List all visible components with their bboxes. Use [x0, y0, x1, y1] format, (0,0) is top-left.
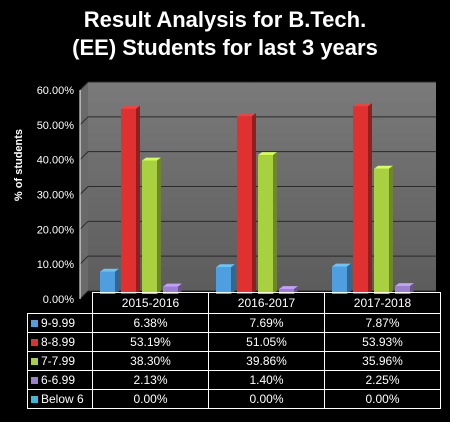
bar — [142, 157, 161, 294]
data-table: 2015-2016 2016-2017 2017-2018 9-9.99 6.38% 7.… — [27, 292, 441, 409]
y-tick-label: 60.00% — [37, 85, 75, 97]
bar — [121, 105, 140, 294]
legend-entry: 7-7.99 — [27, 351, 93, 371]
table-row: 8-8.99 53.19% 51.05% 53.93% — [27, 332, 441, 352]
chart-title: Result Analysis for B.Tech. (EE) Student… — [0, 6, 450, 62]
data-label: 53.93% — [324, 332, 441, 352]
legend-entry: Below 6 — [27, 389, 93, 409]
table-row: Below 6 0.00% 0.00% 0.00% — [27, 389, 441, 409]
legend-key — [31, 396, 38, 404]
bar — [353, 103, 372, 295]
data-label: 2.13% — [92, 370, 209, 390]
bar — [374, 165, 393, 294]
data-label: 39.86% — [208, 351, 325, 371]
gridline — [79, 81, 436, 91]
bar — [100, 268, 119, 294]
gridline — [79, 116, 436, 126]
legend-entry: 9-9.99 — [27, 313, 93, 333]
bar — [395, 283, 414, 294]
data-label: 6.38% — [92, 313, 209, 333]
bar — [258, 152, 277, 294]
data-label: 38.30% — [92, 351, 209, 371]
y-tick-label: 10.00% — [37, 259, 75, 271]
y-tick-label: 20.00% — [37, 224, 75, 236]
data-label: 0.00% — [324, 389, 441, 409]
data-label: 0.00% — [208, 389, 325, 409]
data-label: 51.05% — [208, 332, 325, 352]
bar — [163, 283, 182, 294]
x-tick-label: 2017-2018 — [324, 292, 441, 314]
gridline — [79, 255, 436, 265]
y-axis-label: % of students — [13, 129, 25, 201]
table-row: 6-6.99 2.13% 1.40% 2.25% — [27, 370, 441, 390]
y-tick-label: 30.00% — [37, 190, 75, 202]
legend-key — [31, 358, 38, 366]
legend-key — [31, 377, 38, 385]
legend-entry: 8-8.99 — [27, 332, 93, 352]
bar — [216, 264, 235, 294]
data-label: 2.25% — [324, 370, 441, 390]
chart-title-line-2: (EE) Students for last 3 years — [72, 35, 378, 60]
y-tick-label: 50.00% — [37, 120, 75, 132]
data-label: 7.69% — [208, 313, 325, 333]
gridline — [79, 220, 436, 230]
bar — [237, 113, 256, 294]
y-tick-label: 40.00% — [37, 155, 75, 167]
data-label: 1.40% — [208, 370, 325, 390]
bar — [332, 263, 351, 294]
x-tick-label: 2016-2017 — [208, 292, 325, 314]
data-label: 35.96% — [324, 351, 441, 371]
x-tick-label: 2015-2016 — [92, 292, 209, 314]
table-row: 7-7.99 38.30% 39.86% 35.96% — [27, 351, 441, 371]
legend-key — [31, 339, 38, 347]
gridline — [79, 186, 436, 195]
gridline — [79, 151, 436, 161]
table-row: 9-9.99 6.38% 7.69% 7.87% — [27, 313, 441, 333]
data-label: 7.87% — [324, 313, 441, 333]
legend-entry: 6-6.99 — [27, 370, 93, 390]
data-label: 0.00% — [92, 389, 209, 409]
chart-title-line-1: Result Analysis for B.Tech. — [83, 7, 367, 32]
data-label: 53.19% — [92, 332, 209, 352]
legend-key — [31, 320, 38, 328]
